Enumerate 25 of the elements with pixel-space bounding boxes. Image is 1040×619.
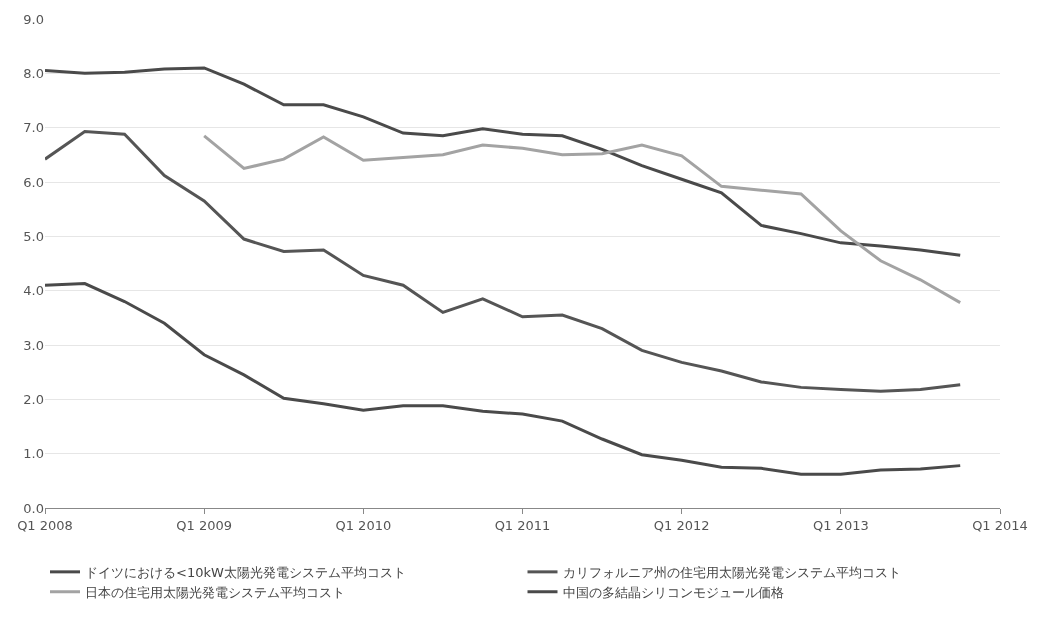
- legend-label: 中国の多結晶シリコンモジュール価格: [562, 584, 784, 600]
- legend-label: カリフォルニア州の住宅用太陽光発電システム平均コスト: [562, 564, 901, 580]
- line-series: [45, 129, 962, 393]
- x-tick-label: Q1 2009: [176, 517, 233, 533]
- y-tick-label: 6.0: [23, 174, 44, 190]
- y-tick-label: 8.0: [23, 65, 44, 81]
- x-tick-label: Q1 2012: [653, 517, 710, 533]
- line-series: [45, 66, 962, 257]
- x-tick-label: Q1 2010: [335, 517, 392, 533]
- line-series: [202, 134, 962, 305]
- x-tick-label: Q1 2013: [812, 517, 869, 533]
- y-tick-label: 7.0: [23, 120, 44, 136]
- x-tick-label: Q1 2008: [17, 517, 73, 533]
- x-tick-label: Q1 2014: [972, 517, 1028, 533]
- y-tick-label: 4.0: [23, 283, 44, 299]
- line-series: [45, 282, 962, 476]
- legend-label: ドイツにおける<10kW太陽光発電システム平均コスト: [85, 564, 406, 580]
- y-tick-label: 3.0: [23, 337, 44, 353]
- x-tick-label: Q1 2011: [494, 517, 551, 533]
- y-tick-label: 5.0: [23, 228, 44, 244]
- y-tick-label: 2.0: [23, 391, 44, 407]
- y-tick-label: 0.0: [23, 500, 44, 516]
- y-tick-label: 9.0: [23, 11, 44, 27]
- y-tick-label: 1.0: [23, 446, 44, 462]
- legend-label: 日本の住宅用太陽光発電システム平均コスト: [85, 584, 345, 600]
